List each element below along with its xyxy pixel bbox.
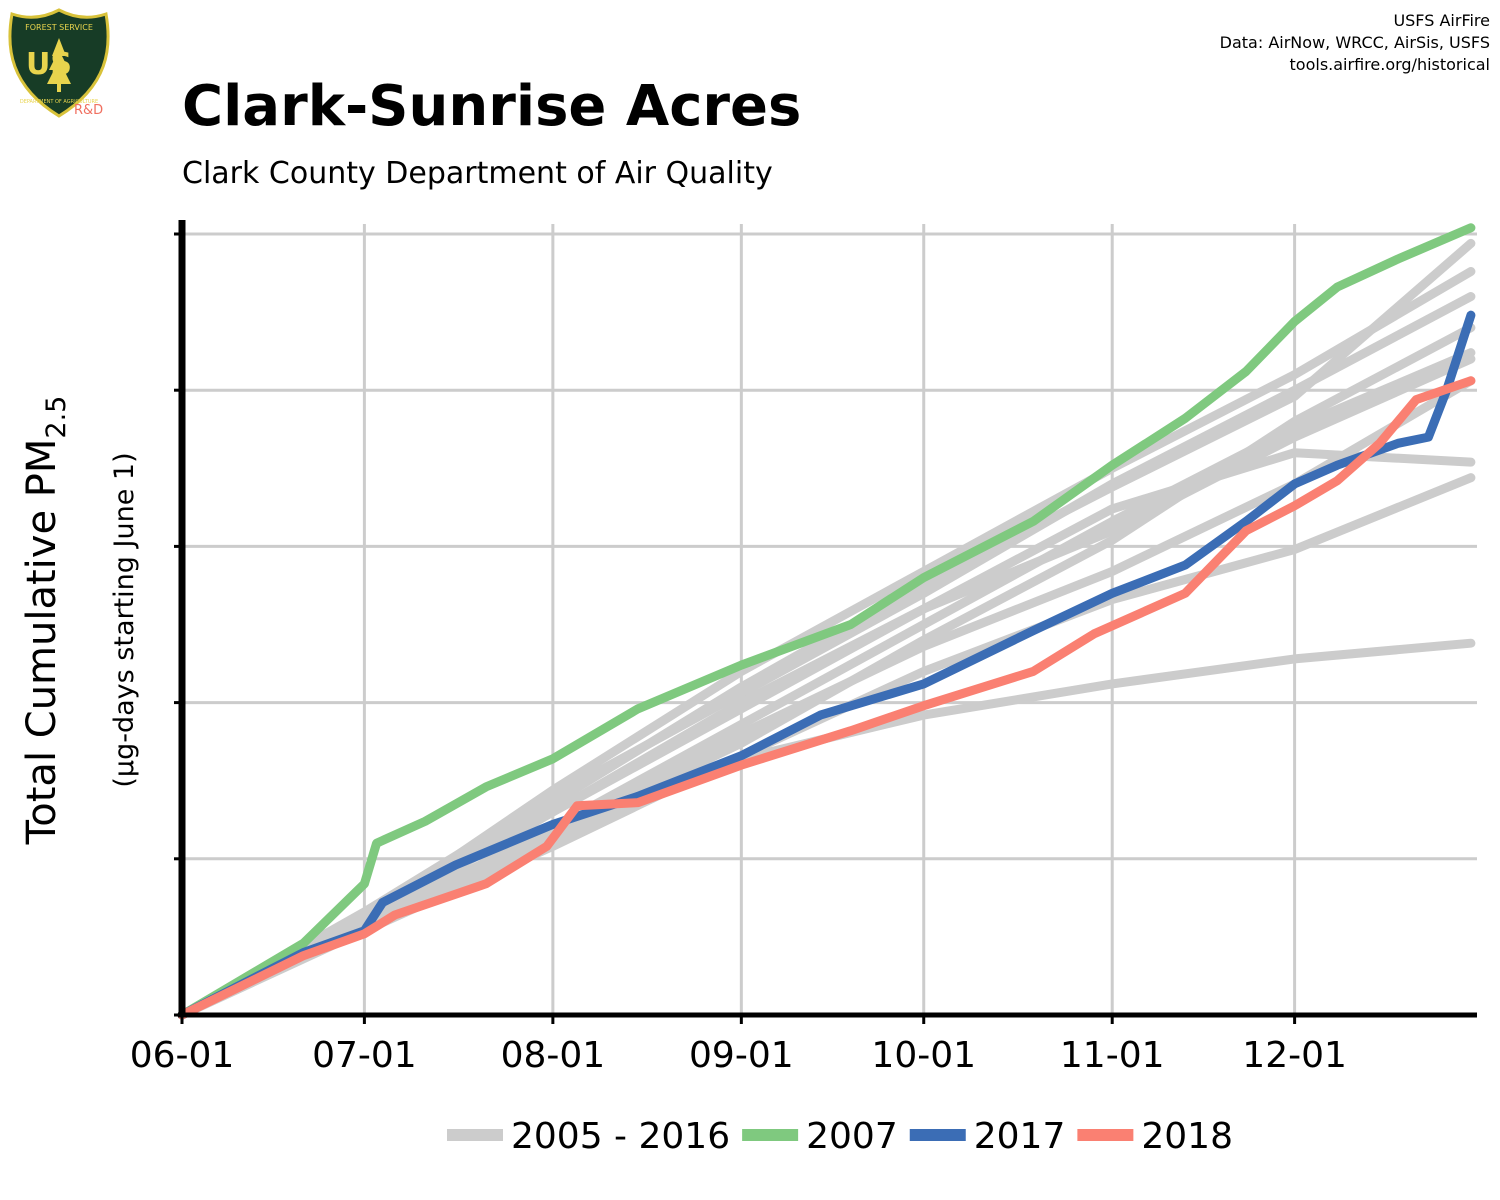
x-tick-label: 06-01	[130, 1035, 235, 1076]
logo-top-text: FOREST SERVICE	[25, 23, 93, 32]
legend-label: 2017	[974, 1116, 1066, 1157]
credit-line: USFS AirFire	[1393, 11, 1490, 30]
legend-label: 2007	[806, 1116, 898, 1157]
chart-subtitle: Clark County Department of Air Quality	[182, 156, 773, 191]
x-tick-label: 08-01	[501, 1035, 606, 1076]
series-line-background-year	[177, 473, 1476, 1020]
logo-rd-text: R&D	[74, 103, 103, 118]
usfs-logo: FOREST SERVICE US DEPARTMENT OF AGRICULT…	[8, 8, 110, 120]
x-tick-label: 10-01	[871, 1035, 976, 1076]
y-axis-label: Total Cumulative PM2.5	[19, 396, 72, 846]
legend: 2005 - 2016 2007 2017 2018	[447, 1116, 1233, 1157]
axes	[174, 220, 1477, 1018]
x-tick-label: 07-01	[312, 1035, 417, 1076]
logo-bottom-text: DEPARTMENT OF AGRICULTURE	[20, 99, 98, 105]
data-credits: USFS AirFire Data: AirNow, WRCC, AirSis,…	[1220, 10, 1490, 76]
tree-icon	[47, 38, 71, 84]
series-line-2007	[177, 223, 1476, 1020]
series-line-background-year	[177, 376, 1476, 1020]
x-tick-label: 11-01	[1060, 1035, 1165, 1076]
x-tick-label: 09-01	[689, 1035, 794, 1076]
y-axis-label-main: Total Cumulative PM	[19, 439, 65, 846]
y-axis-sublabel: (µg-days starting June 1)	[109, 452, 140, 787]
credit-line: Data: AirNow, WRCC, AirSis, USFS	[1219, 33, 1490, 52]
series-line-background-year	[177, 354, 1476, 1020]
series-line-2018	[177, 376, 1476, 1020]
chart-title: Clark-Sunrise Acres	[182, 74, 802, 139]
highlight-years-lines	[177, 223, 1476, 1020]
series-line-2017	[177, 310, 1476, 1020]
x-tick-label: 12-01	[1242, 1035, 1347, 1076]
y-axis-label-sub: 2.5	[41, 396, 72, 439]
grid-lines	[180, 224, 1477, 1017]
x-axis-ticks: 06-01 07-01 08-01 09-01 10-01 11-01 12-01	[130, 1015, 1347, 1076]
credit-line: tools.airfire.org/historical	[1289, 55, 1490, 74]
legend-label: 2005 - 2016	[511, 1116, 730, 1157]
legend-label: 2018	[1141, 1116, 1233, 1157]
